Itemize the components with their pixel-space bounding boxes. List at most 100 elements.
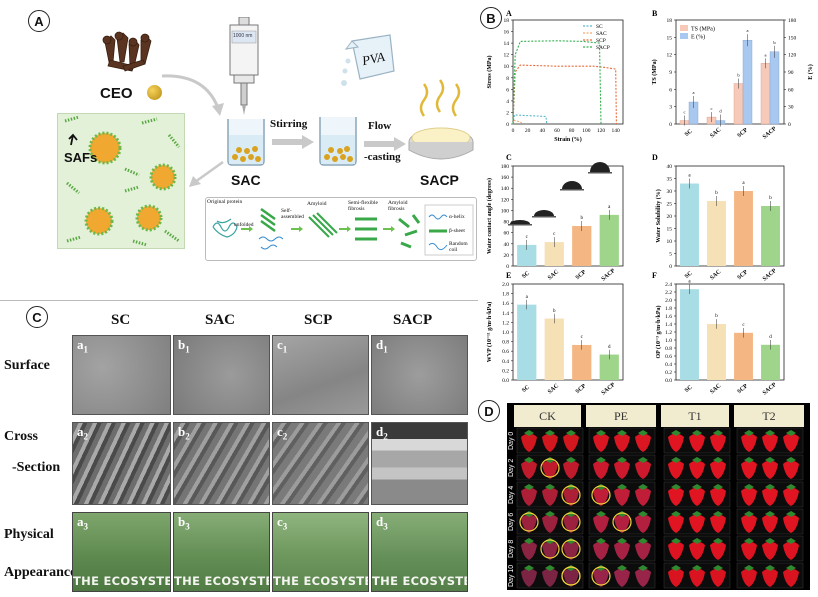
strawberry-icon bbox=[689, 487, 705, 506]
spoilage-highlight-circle bbox=[561, 539, 581, 559]
chart-a-y-tick-label: 18 bbox=[504, 18, 510, 24]
chart-f-y-tick-label: 1.8 bbox=[665, 306, 672, 312]
strawberry-icon bbox=[668, 541, 684, 560]
chart-c-category-label: SC bbox=[521, 270, 531, 280]
chart-d-category-label: SCP bbox=[737, 269, 750, 281]
strawberry-leaf-icon bbox=[713, 511, 723, 517]
strawberry-leaf-icon bbox=[596, 565, 606, 571]
row-label-appearance: Appearance bbox=[4, 565, 77, 580]
water-droplet-icon bbox=[534, 210, 554, 216]
strawberry-icon bbox=[614, 568, 630, 587]
strawberry-leaf-icon bbox=[692, 457, 702, 463]
strawberry-leaf-icon bbox=[524, 484, 534, 490]
stirring-label: Stirring bbox=[270, 118, 308, 130]
strawberry-leaf-icon bbox=[566, 457, 576, 463]
strawberry-icon bbox=[762, 433, 778, 452]
chart-e-y-tick-label: 1.0 bbox=[502, 330, 509, 336]
syringe-label: 1000 nm bbox=[233, 33, 253, 39]
chart-e-y-tick-label: 0.8 bbox=[502, 340, 509, 346]
strawberry-icon bbox=[563, 487, 579, 506]
chart-c-letter: C bbox=[506, 153, 512, 162]
strawberry-leaf-icon bbox=[786, 565, 796, 571]
strawberry-icon bbox=[614, 514, 630, 533]
strawberry-leaf-icon bbox=[596, 430, 606, 436]
chart-b-yleft-tick-label: 0 bbox=[669, 122, 672, 128]
photo-physical-sac: b3 THE ECOSYSTEM bbox=[173, 512, 270, 592]
strawberry-leaf-icon bbox=[545, 511, 555, 517]
chart-f-y-tick-label: 0.6 bbox=[665, 354, 672, 360]
strawberry-leaf-icon bbox=[638, 538, 648, 544]
strawberry-icon bbox=[783, 514, 799, 533]
strawberry-icon bbox=[710, 514, 726, 533]
chart-f-y-tick-label: 1.2 bbox=[665, 330, 672, 336]
chart-b-sig-e: d bbox=[719, 109, 722, 114]
chart-e: E 0.0 0.2 0.4 0.6 0.8 1.0 1.2 1.4 1.6 1.8 2.0 WVP (1… bbox=[486, 271, 624, 397]
chart-e-letter: E bbox=[506, 271, 511, 280]
chart-c-bar bbox=[517, 244, 537, 266]
strawberry-leaf-icon bbox=[671, 538, 681, 544]
chart-d-sig: b bbox=[769, 196, 772, 201]
chart-e-bar bbox=[544, 318, 564, 380]
substrate-line bbox=[560, 189, 584, 191]
inset-legend-helix: α-helix bbox=[449, 214, 465, 220]
strawberry-leaf-icon bbox=[617, 484, 627, 490]
chart-a-series-sacp bbox=[512, 40, 602, 125]
sac-beaker-illustration bbox=[227, 119, 265, 166]
sacp-label: SACP bbox=[420, 172, 459, 188]
strawberry-leaf-icon bbox=[786, 511, 796, 517]
strawberry-icon bbox=[762, 514, 778, 533]
strawberry-leaf-icon bbox=[786, 484, 796, 490]
strawberry-leaf-icon bbox=[638, 457, 648, 463]
chart-e-sig: b bbox=[553, 309, 556, 314]
strawberry-leaf-icon bbox=[713, 565, 723, 571]
strawberry-leaf-icon bbox=[596, 511, 606, 517]
strawberry-leaf-icon bbox=[524, 538, 534, 544]
inset-step-selfassembled: Self-assembled bbox=[281, 208, 304, 220]
chart-f-y-tick-label: 2.2 bbox=[665, 290, 672, 296]
chart-c-ylabel: Water contact angle (degrees) bbox=[486, 178, 493, 254]
strawberry-icon bbox=[521, 460, 537, 479]
chart-a-y-tick-label: 4 bbox=[506, 99, 509, 105]
strawberry-leaf-icon bbox=[692, 538, 702, 544]
chart-b-category-label: SACP bbox=[762, 126, 778, 141]
chart-b-yright-tick-label: 60 bbox=[788, 87, 794, 93]
chart-d-bar bbox=[707, 201, 726, 266]
panel-b-badge: B bbox=[480, 7, 502, 29]
chart-d-category-label: SC bbox=[684, 270, 694, 280]
chart-c-y-tick-label: 40 bbox=[504, 242, 510, 248]
chart-f-bar bbox=[707, 324, 726, 380]
chart-f-y-tick-label: 0.4 bbox=[665, 362, 672, 368]
strawberry-icon bbox=[741, 487, 757, 506]
sem-cross-scp: c2 bbox=[272, 422, 369, 505]
chart-b-yright-tick-label: 180 bbox=[788, 18, 797, 24]
strawberry-icon bbox=[668, 433, 684, 452]
strawberry-icon bbox=[521, 541, 537, 560]
chart-c-category-label: SACP bbox=[601, 268, 617, 283]
chart-b-yleft-tick-label: 18 bbox=[667, 18, 673, 24]
strawberry-leaf-icon bbox=[713, 457, 723, 463]
chart-e-bar bbox=[517, 304, 537, 380]
strawberry-leaf-icon bbox=[596, 484, 606, 490]
strawberry-icon bbox=[689, 568, 705, 587]
chart-b-sig-ts: c bbox=[711, 106, 713, 111]
chart-d: D 0 5 10 15 20 25 30 35 40 Water Solubility (%) SC S… bbox=[652, 153, 785, 283]
flow-label: Flow bbox=[368, 120, 392, 132]
strawberry-leaf-icon bbox=[692, 511, 702, 517]
chart-a-x-tick-label: 140 bbox=[612, 128, 621, 134]
flow-arrow-icon bbox=[364, 137, 406, 151]
chart-e-y-tick-label: 0.4 bbox=[502, 359, 509, 365]
strawberry-leaf-icon bbox=[617, 565, 627, 571]
strawberry-leaf-icon bbox=[744, 565, 754, 571]
chart-b-sig-ts: c bbox=[684, 110, 686, 115]
photo-physical-scp: c3 THE ECOSYSTEM bbox=[272, 512, 369, 592]
chart-d-y-tick-label: 25 bbox=[667, 202, 673, 208]
chart-c-sig: c bbox=[526, 235, 529, 240]
chart-d-category-label: SACP bbox=[762, 268, 778, 283]
chart-a-x-tick-label: 0 bbox=[512, 128, 515, 134]
spoilage-highlight-circle bbox=[540, 458, 560, 478]
chart-f-category-label: SAC bbox=[709, 383, 722, 395]
eco-text-sc: THE ECOSYSTEM bbox=[73, 574, 170, 588]
safs-particles-illustration bbox=[64, 115, 181, 247]
strawberry-leaf-icon bbox=[524, 565, 534, 571]
